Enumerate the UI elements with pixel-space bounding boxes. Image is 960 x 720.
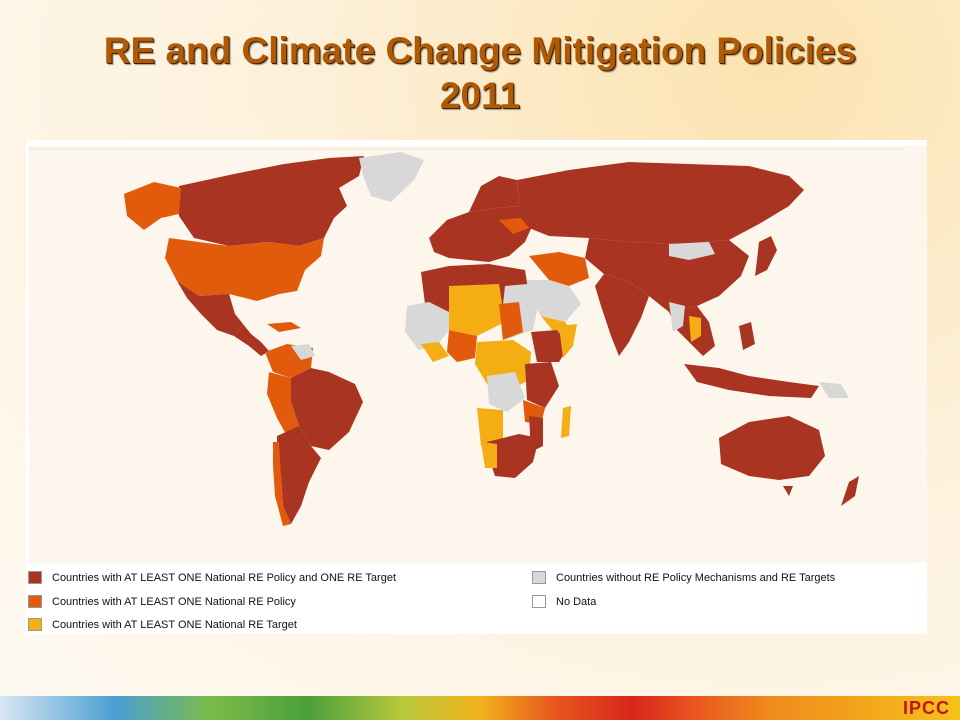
region-alaska: [124, 182, 181, 230]
legend-label: Countries with AT LEAST ONE National RE …: [52, 571, 397, 584]
region-middle-east: [529, 252, 589, 286]
region-mozambique: [529, 416, 543, 452]
region-new-zealand: [841, 476, 859, 506]
region-caribbean: [267, 322, 301, 332]
region-usa: [165, 238, 324, 301]
region-thailand: [689, 316, 701, 342]
region-mongolia: [669, 242, 715, 260]
region-peru-bolivia: [267, 372, 299, 436]
region-russia: [517, 162, 804, 244]
region-brazil: [291, 368, 363, 450]
world-map: [29, 146, 927, 564]
region-tasmania: [783, 486, 793, 496]
map-legend: Countries with AT LEAST ONE National RE …: [26, 563, 927, 634]
legend-swatch: [28, 595, 42, 608]
region-east-africa: [525, 362, 559, 408]
region-mexico: [177, 281, 243, 336]
region-india: [595, 274, 649, 356]
region-guianas: [291, 344, 315, 360]
world-map-svg: [29, 148, 904, 526]
footer-color-stripe: [0, 696, 960, 720]
legend-item-target: Countries with AT LEAST ONE National RE …: [28, 618, 297, 631]
region-arabia: [525, 280, 581, 322]
region-ethiopia: [531, 330, 569, 362]
legend-label: Countries with AT LEAST ONE National RE …: [52, 618, 297, 631]
region-indonesia: [684, 364, 819, 398]
legend-label: Countries with AT LEAST ONE National RE …: [52, 595, 296, 608]
legend-label: Countries without RE Policy Mechanisms a…: [556, 571, 836, 584]
title-line-2: 2011: [439, 75, 521, 116]
region-guinea-coast: [421, 342, 449, 362]
legend-label: No Data: [556, 595, 597, 608]
region-myanmar: [669, 302, 685, 332]
region-chad: [499, 302, 523, 340]
region-madagascar: [561, 406, 571, 438]
legend-item-none: Countries without RE Policy Mechanisms a…: [532, 571, 835, 584]
legend-item-policy: Countries with AT LEAST ONE National RE …: [28, 595, 296, 608]
region-drc: [487, 372, 525, 412]
legend-swatch: [28, 618, 42, 631]
region-australia: [719, 416, 825, 480]
region-somalia: [559, 324, 577, 358]
region-central-america: [234, 324, 269, 356]
region-china-central-asia: [585, 238, 749, 312]
legend-swatch: [532, 571, 546, 584]
region-europe: [429, 206, 534, 262]
region-japan: [755, 236, 777, 276]
region-namibia: [481, 442, 497, 468]
region-southern-cone: [277, 426, 321, 524]
region-west-africa: [405, 302, 449, 350]
region-nigeria: [447, 330, 477, 362]
region-greenland: [359, 152, 424, 202]
legend-item-policy-and-target: Countries with AT LEAST ONE National RE …: [28, 571, 396, 584]
legend-swatch: [28, 571, 42, 584]
region-chile: [273, 442, 291, 526]
title-line-1: RE and Climate Change Mitigation Policie…: [103, 30, 857, 71]
region-philippines: [739, 322, 755, 350]
region-ukraine: [499, 218, 529, 234]
region-scandinavia: [469, 176, 519, 212]
slide-title: RE and Climate Change Mitigation Policie…: [0, 28, 960, 118]
region-png: [819, 382, 849, 398]
legend-swatch: [532, 595, 546, 608]
region-sahel: [449, 284, 505, 336]
region-angola: [477, 408, 503, 446]
region-southern-africa: [487, 434, 539, 478]
legend-item-no-data: No Data: [532, 595, 596, 608]
region-canada: [179, 156, 364, 246]
ipcc-logo-text: IPCC: [902, 698, 950, 718]
